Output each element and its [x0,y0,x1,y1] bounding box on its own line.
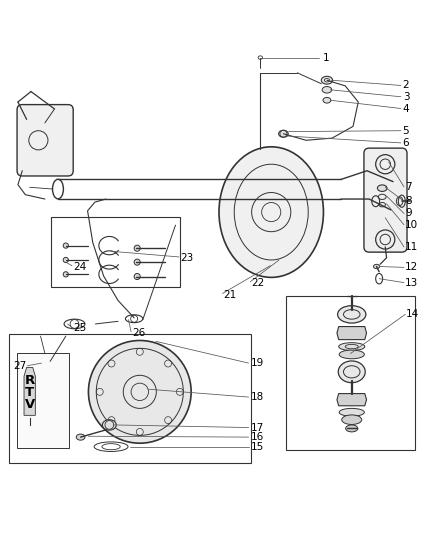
Ellipse shape [339,408,364,416]
Ellipse shape [322,86,332,93]
Text: 19: 19 [251,358,264,368]
Ellipse shape [339,343,365,351]
Text: 7: 7 [405,182,412,192]
Text: 21: 21 [223,290,237,300]
Text: 10: 10 [405,220,418,230]
Ellipse shape [346,425,358,432]
Ellipse shape [102,419,116,430]
Text: 17: 17 [251,423,264,433]
Text: 1: 1 [322,53,329,63]
Text: 26: 26 [132,328,145,337]
Text: 6: 6 [403,138,409,148]
Ellipse shape [279,130,288,137]
Ellipse shape [134,259,140,265]
Text: 9: 9 [405,208,412,219]
Ellipse shape [338,361,365,383]
Text: 11: 11 [405,242,419,252]
Ellipse shape [378,185,387,191]
Ellipse shape [63,243,68,248]
Text: 25: 25 [73,324,86,333]
Ellipse shape [342,415,362,424]
FancyBboxPatch shape [364,148,407,252]
Text: 23: 23 [181,253,194,263]
Bar [51,217,180,287]
Ellipse shape [339,350,364,359]
Text: 18: 18 [251,392,264,402]
Text: V: V [25,398,35,411]
Text: 16: 16 [251,432,264,442]
Circle shape [88,341,191,443]
Ellipse shape [63,272,68,277]
Text: T: T [25,386,34,399]
Ellipse shape [323,98,331,103]
Ellipse shape [321,76,332,84]
Text: 24: 24 [73,262,86,271]
Bar [17,353,69,448]
Text: 8: 8 [405,196,412,206]
Text: 27: 27 [14,361,27,371]
Text: 3: 3 [403,92,409,102]
Text: 13: 13 [405,278,419,288]
Text: 12: 12 [405,262,419,272]
Ellipse shape [219,147,323,277]
Text: 4: 4 [403,103,409,114]
Bar [9,334,251,463]
Polygon shape [337,393,367,406]
Polygon shape [32,353,50,369]
Ellipse shape [374,264,380,269]
Ellipse shape [338,305,366,323]
Text: R: R [25,374,35,387]
Polygon shape [337,327,367,340]
Text: 14: 14 [406,309,420,319]
Bar [286,296,415,450]
Polygon shape [24,367,35,415]
Text: 15: 15 [251,442,264,451]
Ellipse shape [134,245,140,251]
Text: 5: 5 [403,126,409,136]
Text: 22: 22 [251,278,265,288]
Ellipse shape [134,273,140,279]
Ellipse shape [63,257,68,263]
Text: 2: 2 [403,80,409,91]
FancyBboxPatch shape [17,104,73,176]
Ellipse shape [76,434,85,440]
